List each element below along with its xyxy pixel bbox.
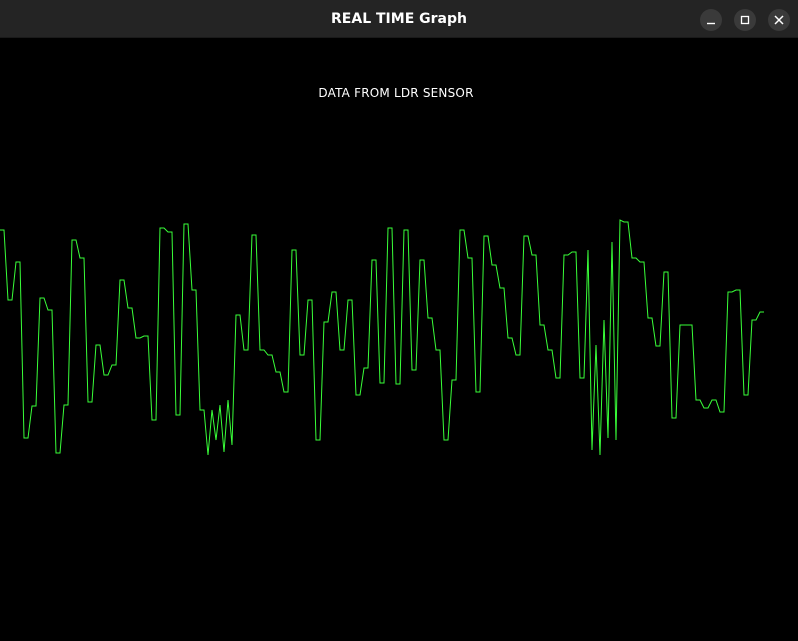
- sensor-plot: [0, 219, 764, 456]
- sensor-trace-line: [0, 219, 764, 456]
- close-button[interactable]: [768, 9, 790, 31]
- close-icon: [774, 15, 784, 25]
- graph-canvas: DATA FROM LDR SENSOR: [0, 38, 798, 641]
- minimize-button[interactable]: [700, 9, 722, 31]
- window-title: REAL TIME Graph: [331, 11, 467, 27]
- maximize-icon: [740, 15, 750, 25]
- minimize-icon: [707, 22, 715, 25]
- title-bar[interactable]: REAL TIME Graph: [0, 0, 798, 38]
- maximize-button[interactable]: [734, 9, 756, 31]
- graph-label: DATA FROM LDR SENSOR: [318, 86, 474, 100]
